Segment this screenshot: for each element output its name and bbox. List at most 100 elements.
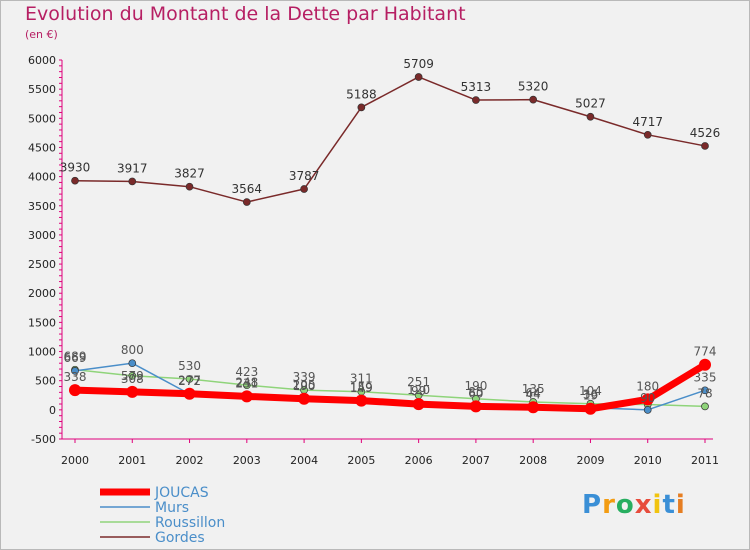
data-point-joucas	[412, 398, 425, 411]
data-label-joucas: 60	[468, 386, 483, 400]
y-tick-label: 6000	[28, 54, 56, 67]
data-point-joucas	[469, 400, 482, 413]
data-point-gordes	[701, 142, 709, 150]
data-point-joucas	[355, 394, 368, 407]
data-point-roussillon	[128, 371, 137, 380]
data-label-murs: 272	[178, 374, 201, 388]
data-point-murs	[71, 366, 79, 375]
data-label-gordes: 4526	[690, 126, 721, 140]
data-label-joucas: 159	[350, 381, 373, 395]
data-point-gordes	[643, 130, 652, 139]
x-tick-label: 2009	[576, 454, 604, 467]
data-label-gordes: 5709	[403, 57, 434, 71]
data-label-joucas: 338	[64, 370, 87, 384]
x-tick-label: 2007	[462, 454, 490, 467]
unit-label: (en €)	[25, 28, 58, 41]
x-tick-label: 2004	[290, 454, 318, 467]
data-point-joucas	[527, 401, 540, 414]
data-label-gordes: 3917	[117, 161, 148, 175]
data-label-roussillon: 104	[579, 384, 602, 398]
data-label-roussillon: 339	[293, 370, 316, 384]
chart-title: Evolution du Montant de la Dette par Hab…	[25, 3, 466, 25]
data-label-roussillon: 135	[522, 382, 545, 396]
x-tick-label: 2006	[405, 454, 433, 467]
data-label-roussillon: 311	[350, 372, 373, 386]
data-label-murs: 205	[293, 378, 316, 392]
data-point-gordes	[242, 198, 251, 206]
legend-label-joucas: JOUCAS	[154, 485, 209, 501]
proxiti-logo: Proxiti	[582, 490, 686, 520]
data-point-gordes	[472, 96, 480, 104]
data-point-joucas	[699, 358, 711, 371]
data-point-gordes	[414, 73, 423, 81]
data-label-joucas: 190	[293, 379, 316, 393]
data-label-gordes: 3564	[232, 182, 263, 196]
data-label-murs: 149	[350, 381, 373, 395]
data-label-roussillon: 689	[64, 350, 87, 364]
data-label-murs: 248	[235, 375, 258, 389]
y-tick-label: 2500	[28, 258, 56, 271]
y-tick-label: 1500	[28, 316, 56, 329]
data-point-roussillon	[242, 381, 251, 390]
x-tick-label: 2002	[176, 454, 204, 467]
data-label-roussillon: 190	[464, 379, 487, 393]
series-line-gordes	[74, 76, 706, 203]
data-label-joucas: 277	[178, 374, 201, 388]
data-label-gordes: 5320	[518, 80, 549, 94]
data-label-roussillon: 530	[178, 359, 201, 373]
data-point-gordes	[357, 103, 366, 112]
legend-label-roussillon: Roussillon	[155, 515, 225, 531]
data-point-joucas	[69, 384, 81, 397]
legend-label-gordes: Gordes	[155, 530, 205, 546]
data-label-gordes: 3930	[60, 161, 91, 175]
data-point-roussillon	[701, 402, 709, 411]
data-point-murs	[643, 405, 652, 414]
data-point-gordes	[529, 95, 538, 104]
x-tick-label: 2011	[691, 454, 719, 467]
data-label-murs: 800	[121, 343, 144, 357]
data-point-murs	[128, 359, 137, 368]
y-tick-label: 4000	[28, 171, 56, 184]
data-point-roussillon	[185, 375, 194, 383]
series-line-joucas	[71, 361, 709, 413]
data-point-gordes	[128, 177, 137, 186]
x-tick-label: 2005	[347, 454, 375, 467]
data-point-joucas	[584, 402, 597, 415]
y-tick-label: 5000	[28, 112, 56, 125]
x-tick-label: 2000	[61, 454, 89, 467]
data-label-murs: 64	[526, 386, 541, 400]
x-tick-label: 2008	[519, 454, 547, 467]
y-tick-label: 5500	[28, 83, 56, 96]
x-tick-label: 2010	[634, 454, 662, 467]
y-tick-label: 0	[49, 404, 56, 417]
data-label-gordes: 4717	[632, 115, 663, 129]
legend-label-murs: Murs	[155, 500, 189, 516]
data-point-joucas	[240, 390, 253, 403]
data-label-joucas: 231	[235, 376, 258, 390]
data-point-joucas	[183, 387, 196, 400]
y-tick-label: -500	[31, 433, 56, 446]
y-tick-label: 2000	[28, 287, 56, 300]
data-label-roussillon: 423	[235, 365, 258, 379]
x-tick-label: 2001	[118, 454, 146, 467]
y-tick-label: 500	[35, 375, 56, 388]
data-point-gordes	[71, 176, 79, 185]
y-tick-label: 3000	[28, 229, 56, 242]
data-label-joucas: 180	[636, 379, 659, 393]
data-label-murs: 120	[407, 383, 430, 397]
data-label-gordes: 5027	[575, 97, 606, 111]
data-point-gordes	[185, 182, 194, 191]
y-tick-label: 4500	[28, 141, 56, 154]
y-tick-label: 3500	[28, 200, 56, 213]
data-label-gordes: 3787	[289, 169, 320, 183]
data-point-joucas	[298, 392, 311, 405]
data-label-joucas: 774	[694, 345, 717, 359]
x-tick-label: 2003	[233, 454, 261, 467]
data-label-extra: 90	[640, 391, 655, 405]
data-label-joucas: 19	[583, 389, 598, 403]
data-label-gordes: 5188	[346, 87, 377, 101]
data-label-gordes: 5313	[461, 80, 492, 94]
data-label-murs: 36	[583, 388, 598, 402]
data-label-extra: 579	[121, 369, 144, 383]
